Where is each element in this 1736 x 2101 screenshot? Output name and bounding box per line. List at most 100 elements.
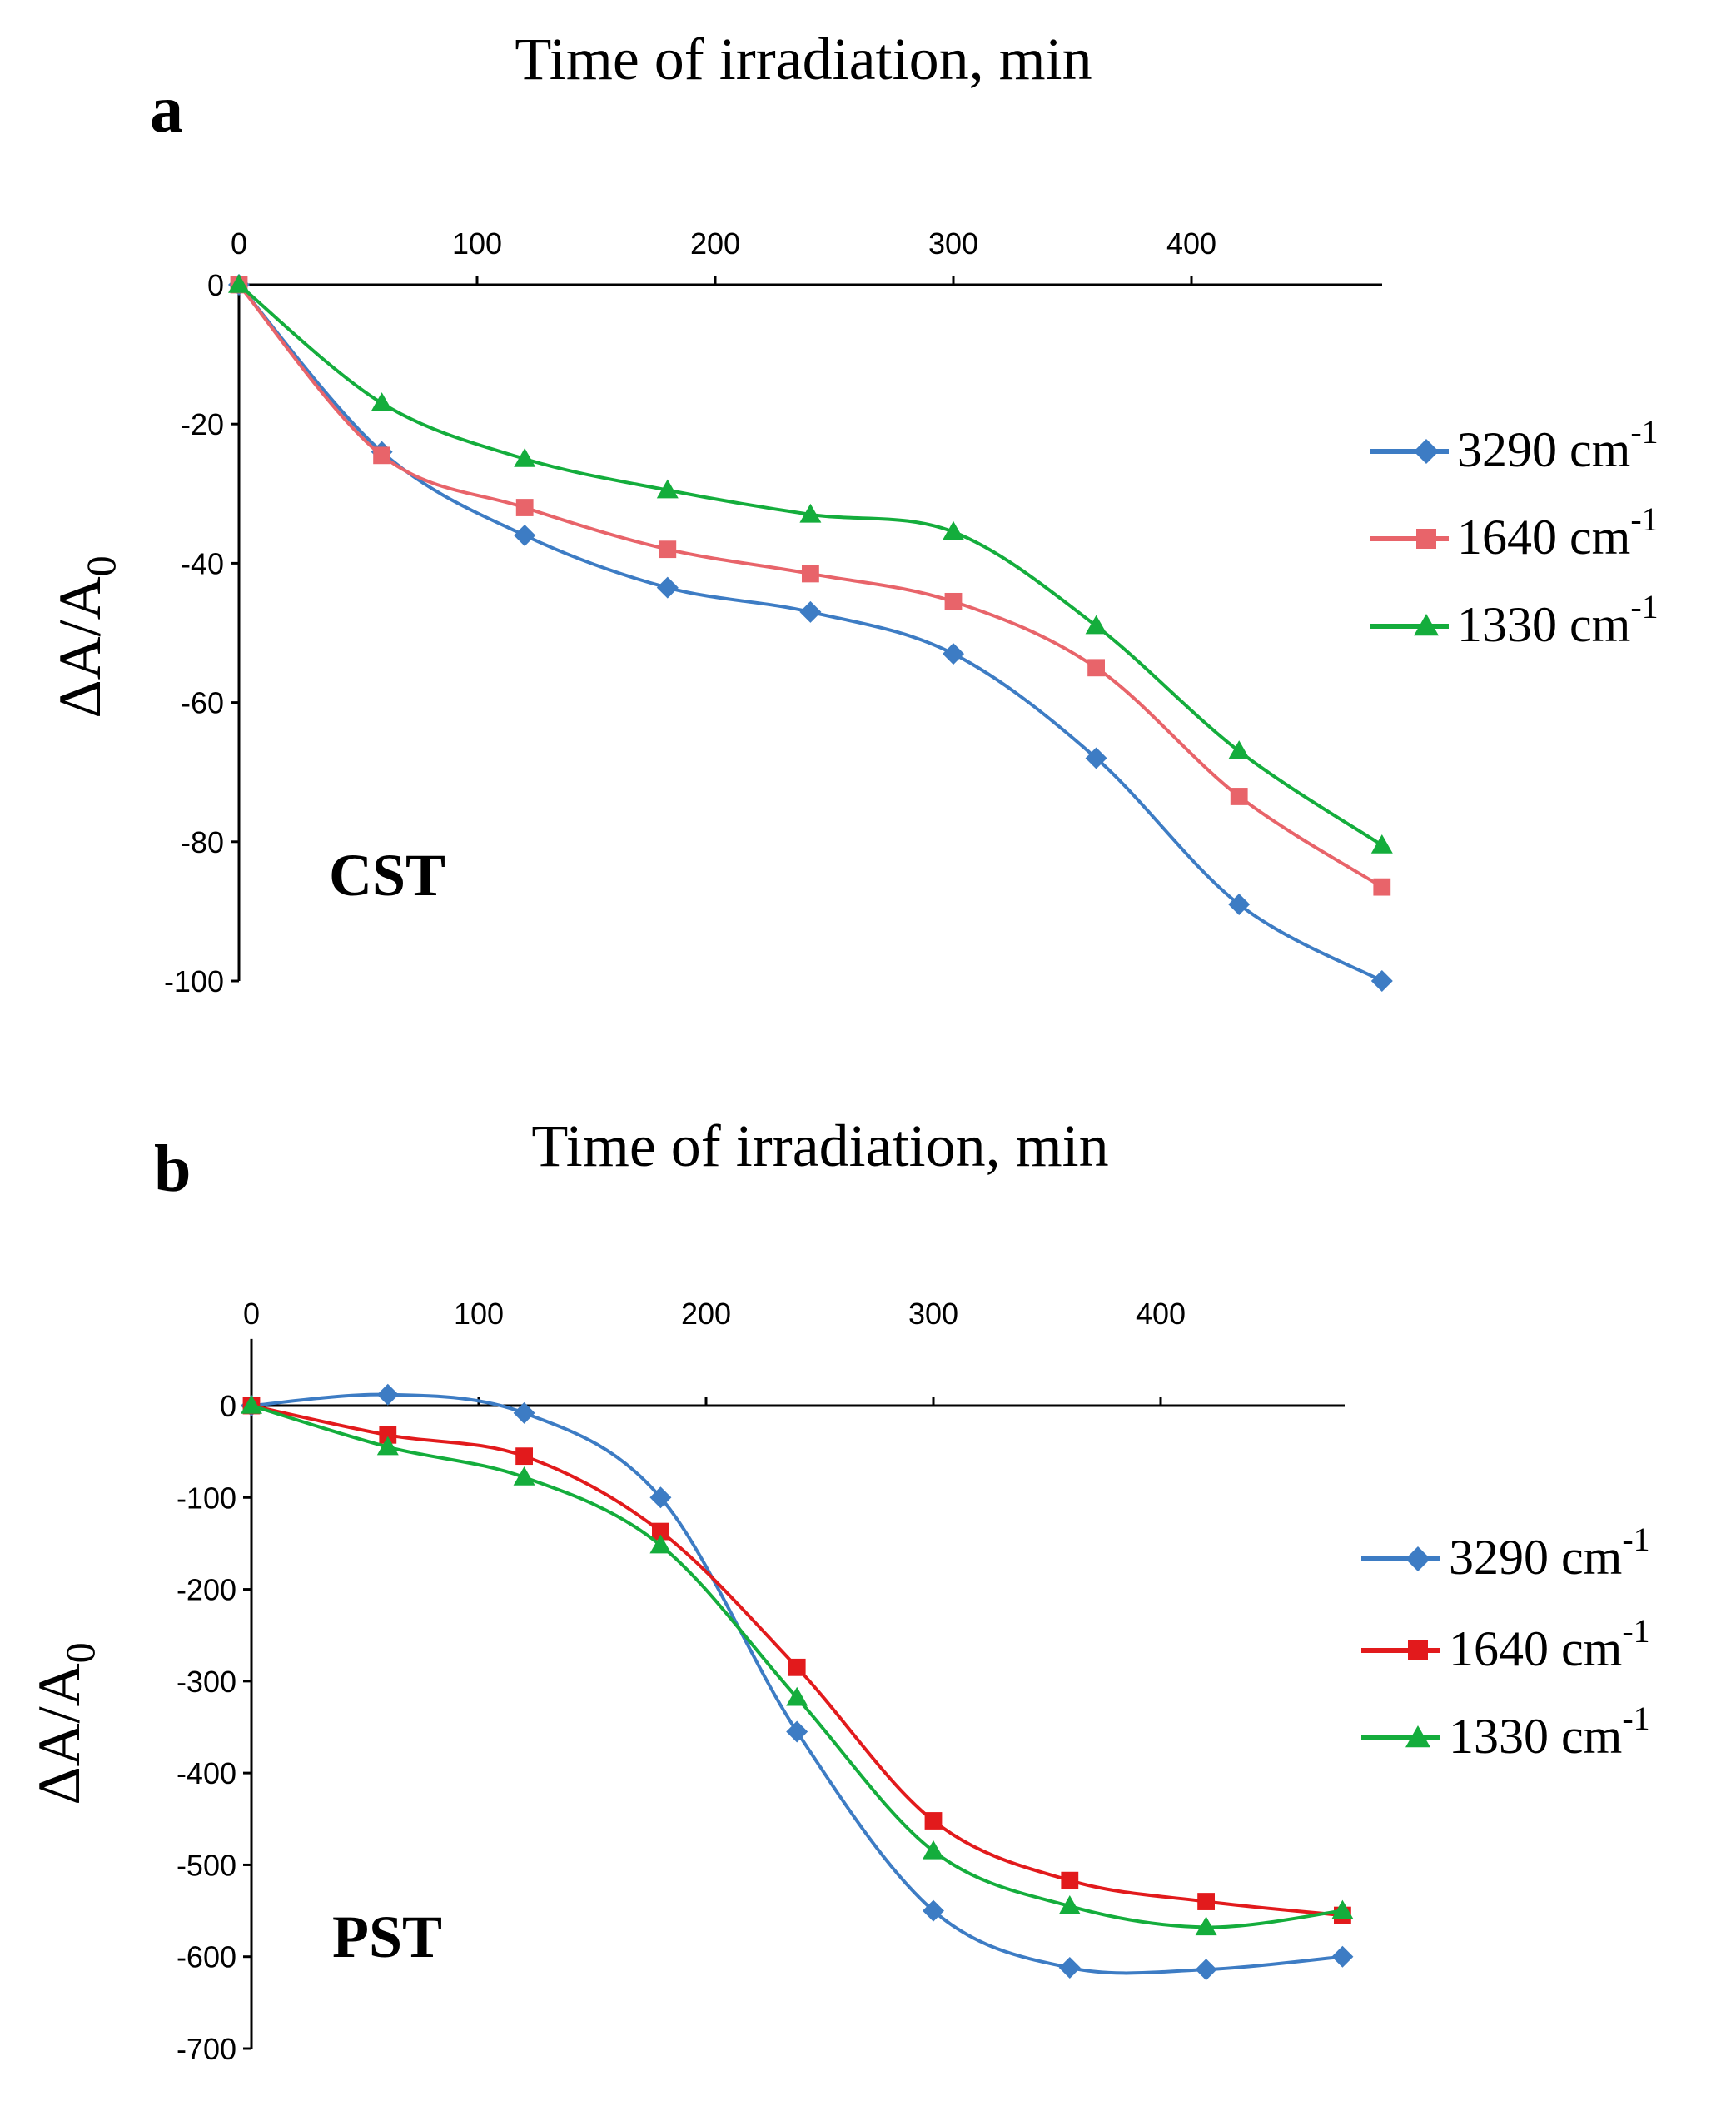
data-point — [513, 1466, 535, 1486]
y-tick-label: -200 — [177, 1573, 236, 1607]
legend-label-superscript: -1 — [1622, 1612, 1649, 1650]
legend-label-text: 1640 cm — [1457, 510, 1630, 565]
series-square — [230, 276, 1391, 896]
data-point — [659, 540, 677, 559]
data-point — [652, 1522, 669, 1541]
data-point — [1331, 1945, 1354, 1968]
series-line — [251, 1392, 1343, 1975]
data-point — [376, 1436, 399, 1456]
y-axis-label-subscript: 0 — [57, 1642, 103, 1663]
y-axis-label: ΔA/A0 — [26, 1642, 103, 1805]
data-point — [1373, 878, 1391, 896]
series-triangle — [228, 274, 1393, 854]
legend-label-text: 3290 cm — [1449, 1530, 1622, 1585]
legend-label: 1640 cm-1 — [1457, 500, 1659, 565]
y-tick-label: -400 — [177, 1756, 236, 1790]
data-point — [944, 592, 963, 610]
legend-marker — [1408, 1640, 1428, 1660]
y-axis-label-text: ΔA/A — [26, 1663, 92, 1805]
data-point — [802, 565, 819, 583]
legend-entry: 1640 cm-1 — [1361, 1612, 1650, 1676]
data-point — [1058, 1895, 1081, 1914]
data-point — [1331, 1899, 1354, 1919]
x-tick-label: 300 — [928, 227, 978, 261]
legend-label: 1330 cm-1 — [1449, 1700, 1650, 1764]
y-tick-label: -500 — [177, 1848, 236, 1882]
legend-label-text: 1330 cm — [1457, 597, 1630, 652]
data-point — [656, 576, 679, 599]
series-square — [242, 1397, 1351, 1924]
data-point — [515, 1447, 533, 1466]
data-point — [923, 1840, 944, 1860]
legend-label-superscript: -1 — [1622, 1700, 1649, 1737]
chart-panel-a: Time of irradiation, min a 0 100 200 300 400 0 -… — [47, 26, 1659, 998]
x-tick-label: 200 — [681, 1297, 731, 1331]
data-point — [1061, 1871, 1079, 1889]
y-axis-label-text: ΔA/A — [47, 576, 113, 718]
data-point — [514, 524, 536, 546]
legend-label-superscript: -1 — [1630, 588, 1658, 625]
data-point — [799, 503, 822, 523]
legend-label-text: 3290 cm — [1457, 422, 1630, 477]
data-point — [924, 1812, 943, 1830]
x-tick-label: 0 — [243, 1297, 260, 1331]
data-point — [649, 1534, 672, 1554]
x-tick-label: 100 — [452, 227, 502, 261]
data-point — [514, 448, 536, 467]
y-tick-label: -100 — [177, 1481, 236, 1515]
legend-label-superscript: -1 — [1630, 500, 1658, 538]
y-axis-label-subscript: 0 — [77, 555, 124, 576]
chart-title: Time of irradiation, min — [515, 26, 1092, 92]
y-tick-label: -600 — [177, 1940, 236, 1974]
data-point — [1370, 970, 1393, 992]
legend-label: 1640 cm-1 — [1449, 1612, 1650, 1676]
panel-label: b — [154, 1133, 192, 1206]
data-point — [228, 274, 250, 293]
series-line — [237, 283, 1383, 889]
data-point — [649, 1486, 672, 1509]
data-point — [1370, 834, 1393, 854]
data-point — [786, 1720, 808, 1743]
y-axis-label: ΔA/A0 — [47, 555, 124, 718]
x-tick-label: 100 — [454, 1297, 504, 1331]
data-point — [1230, 788, 1248, 805]
x-tick-label: 400 — [1166, 227, 1216, 261]
legend-label: 1330 cm-1 — [1457, 588, 1659, 652]
data-point — [379, 1426, 397, 1444]
legend-label-superscript: -1 — [1622, 1521, 1649, 1558]
y-tick-label: -20 — [181, 407, 224, 441]
y-tick-label: -40 — [181, 546, 224, 580]
legend-label: 3290 cm-1 — [1457, 413, 1659, 477]
data-point — [788, 1658, 806, 1676]
data-point — [241, 1395, 262, 1414]
y-tick-label: -700 — [177, 2032, 236, 2066]
y-tick-label: -60 — [181, 686, 224, 720]
legend-entry: 1330 cm-1 — [1370, 588, 1659, 652]
y-tick-label: -80 — [181, 825, 224, 859]
x-tick-label: 400 — [1136, 1297, 1186, 1331]
legend-label: 3290 cm-1 — [1449, 1521, 1650, 1585]
legend-entry: 3290 cm-1 — [1361, 1521, 1650, 1585]
data-point — [656, 479, 679, 499]
chart-title: Time of irradiation, min — [531, 1113, 1108, 1179]
series-triangle — [241, 1395, 1354, 1936]
panel-label: a — [150, 73, 183, 147]
data-point — [1197, 1893, 1215, 1910]
data-point — [1058, 1956, 1081, 1979]
legend-marker — [1416, 529, 1436, 549]
data-point — [376, 1383, 399, 1406]
legend-marker — [1414, 439, 1439, 464]
x-tick-label: 300 — [908, 1297, 958, 1331]
data-point — [943, 643, 964, 665]
sample-label: CST — [329, 842, 445, 909]
data-point — [943, 520, 964, 540]
data-point — [1085, 615, 1107, 635]
legend-entry: 1330 cm-1 — [1361, 1700, 1650, 1764]
data-point — [786, 1686, 808, 1706]
series-line — [237, 283, 1383, 847]
chart-panel-b: Time of irradiation, min b 0 100 200 300 400 0 -… — [26, 1113, 1650, 2066]
data-point — [1085, 747, 1107, 769]
data-point — [371, 392, 393, 411]
legend-label-superscript: -1 — [1630, 413, 1658, 451]
